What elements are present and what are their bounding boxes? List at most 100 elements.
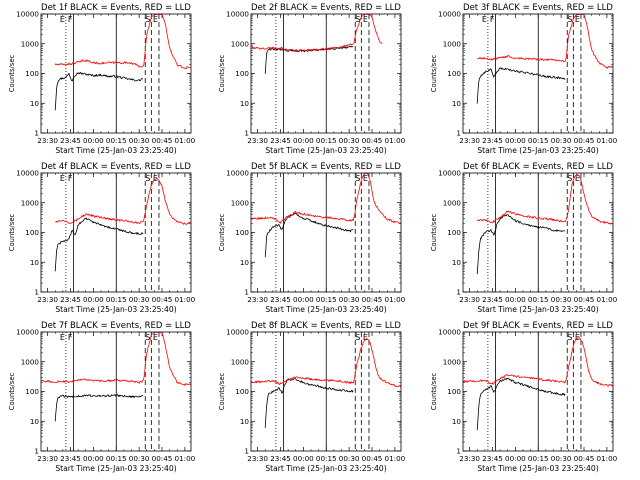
x-tick-label: 01:00 bbox=[175, 136, 196, 145]
x-tick-label: 00:00 bbox=[505, 136, 526, 145]
x-axis-label: Start Time (25-Jan-03 23:25:40) bbox=[55, 146, 176, 155]
event-marker-label: E bbox=[153, 333, 158, 342]
x-tick-label: 00:45 bbox=[362, 454, 383, 463]
lld-series-line bbox=[251, 173, 401, 223]
x-tick-label: 01:00 bbox=[175, 295, 196, 304]
x-tick-label: 00:30 bbox=[129, 454, 150, 463]
y-axis-label: Counts/sec bbox=[8, 373, 16, 411]
y-tick-label: 1000 bbox=[231, 39, 250, 48]
x-tick-label: 00:15 bbox=[106, 454, 127, 463]
x-tick-label: 23:45 bbox=[270, 454, 291, 463]
event-marker-label: F bbox=[68, 15, 73, 24]
detector-panel-9: Det 9f BLACK = Events, RED = LLD Counts/s… bbox=[430, 321, 618, 473]
y-tick-label: 10 bbox=[240, 258, 250, 267]
y-tick-label: 10 bbox=[240, 417, 250, 426]
x-tick-label: 00:00 bbox=[83, 136, 104, 145]
x-tick-label: 23:45 bbox=[482, 136, 503, 145]
y-tick-label: 1000 bbox=[443, 198, 462, 207]
x-axis-label: Start Time (25-Jan-03 23:25:40) bbox=[477, 464, 598, 473]
y-tick-label: 1000 bbox=[443, 39, 462, 48]
x-tick-label: 23:30 bbox=[37, 454, 58, 463]
x-tick-label: 00:30 bbox=[339, 295, 360, 304]
y-tick-label: 10 bbox=[452, 99, 462, 108]
event-marker-label: E bbox=[363, 333, 368, 342]
x-tick-label: 00:30 bbox=[551, 454, 572, 463]
x-tick-label: 00:45 bbox=[362, 295, 383, 304]
x-tick-label: 00:30 bbox=[551, 136, 572, 145]
x-tick-label: 00:15 bbox=[528, 295, 549, 304]
x-tick-label: 00:15 bbox=[316, 295, 337, 304]
detector-grid-figure: Det 1f BLACK = Events, RED = LLDCounts/s… bbox=[0, 0, 640, 480]
x-tick-label: 00:45 bbox=[574, 454, 595, 463]
y-tick-label: 10000 bbox=[438, 10, 461, 19]
x-tick-label: 01:00 bbox=[385, 295, 406, 304]
x-tick-label: 23:45 bbox=[60, 136, 81, 145]
detector-panel-4: Det 4f BLACK = Events, RED = LLDCounts/s… bbox=[8, 162, 196, 314]
x-tick-label: 00:15 bbox=[106, 136, 127, 145]
y-axis-label: Counts/sec bbox=[218, 214, 226, 252]
x-tick-label: 23:30 bbox=[37, 295, 58, 304]
y-tick-label: 100 bbox=[25, 387, 39, 396]
x-tick-label: 01:00 bbox=[597, 136, 618, 145]
y-tick-label: 10 bbox=[452, 417, 462, 426]
y-tick-label: 10000 bbox=[16, 328, 39, 337]
x-tick-label: 23:45 bbox=[270, 295, 291, 304]
x-axis-label: Start Time (25-Jan-03 23:25:40) bbox=[265, 146, 386, 155]
x-tick-label: 23:30 bbox=[459, 295, 480, 304]
x-tick-label: 23:45 bbox=[270, 136, 291, 145]
x-tick-label: 00:45 bbox=[574, 136, 595, 145]
x-tick-label: 01:00 bbox=[175, 454, 196, 463]
lld-series-line bbox=[477, 14, 612, 68]
x-tick-label: 00:15 bbox=[528, 136, 549, 145]
panel-title: Det 8f BLACK = Events, RED = LLD bbox=[251, 321, 401, 331]
x-tick-label: 00:45 bbox=[152, 136, 173, 145]
detector-panel-7: Det 7f BLACK = Events, RED = LLD Counts/s… bbox=[8, 321, 196, 473]
events-series-line bbox=[477, 378, 565, 430]
x-axis-label: Start Time (25-Jan-03 23:25:40) bbox=[55, 464, 176, 473]
y-axis-label: Counts/sec bbox=[8, 55, 16, 93]
y-tick-label: 10000 bbox=[438, 169, 461, 178]
y-tick-label: 10 bbox=[240, 99, 250, 108]
x-tick-label: 00:45 bbox=[152, 295, 173, 304]
y-axis-label: Counts/sec bbox=[430, 373, 438, 411]
x-tick-label: 00:45 bbox=[362, 136, 383, 145]
lld-series-line bbox=[55, 14, 190, 69]
events-series-line bbox=[55, 218, 143, 272]
x-tick-label: 01:00 bbox=[385, 454, 406, 463]
event-marker-label: S bbox=[567, 174, 572, 183]
events-series-line bbox=[55, 72, 143, 110]
x-tick-label: 23:30 bbox=[459, 136, 480, 145]
event-marker-label: E bbox=[153, 15, 158, 24]
detector-panel-1: Det 1f BLACK = Events, RED = LLD Counts/s… bbox=[8, 3, 196, 155]
event-marker-label: E bbox=[60, 333, 65, 342]
lld-series-line bbox=[55, 179, 190, 225]
events-series-line bbox=[265, 379, 353, 428]
events-series-line bbox=[477, 68, 565, 104]
y-tick-label: 10000 bbox=[16, 169, 39, 178]
y-tick-label: 100 bbox=[447, 69, 461, 78]
y-tick-label: 10000 bbox=[226, 169, 249, 178]
y-tick-label: 100 bbox=[235, 228, 249, 237]
y-tick-label: 10000 bbox=[226, 328, 249, 337]
panel-title: Det 4f BLACK = Events, RED = LLD bbox=[41, 162, 191, 172]
x-tick-label: 00:00 bbox=[293, 295, 314, 304]
x-tick-label: 00:30 bbox=[339, 454, 360, 463]
event-marker-label: S bbox=[145, 174, 150, 183]
y-tick-label: 10 bbox=[30, 99, 40, 108]
detector-panel-6: Det 6f BLACK = Events, RED = LLD Counts/s… bbox=[430, 162, 618, 314]
event-marker-label: F bbox=[68, 333, 73, 342]
x-axis-label: Start Time (25-Jan-03 23:25:40) bbox=[55, 305, 176, 314]
detector-panel-8: Det 8f BLACK = Events, RED = LLDCounts/s… bbox=[218, 321, 406, 473]
x-tick-label: 23:30 bbox=[247, 295, 268, 304]
y-axis-label: Counts/sec bbox=[430, 214, 438, 252]
y-tick-label: 100 bbox=[235, 387, 249, 396]
events-series-line bbox=[477, 215, 565, 275]
x-tick-label: 23:45 bbox=[482, 454, 503, 463]
y-axis-label: Counts/sec bbox=[430, 55, 438, 93]
panel-title: Det 7f BLACK = Events, RED = LLD bbox=[41, 321, 191, 331]
y-tick-label: 1000 bbox=[231, 357, 250, 366]
y-tick-label: 100 bbox=[447, 228, 461, 237]
y-tick-label: 10000 bbox=[16, 10, 39, 19]
event-marker-label: S bbox=[145, 333, 150, 342]
detector-panel-5: Det 5f BLACK = Events, RED = LLD Counts/s… bbox=[218, 162, 406, 314]
